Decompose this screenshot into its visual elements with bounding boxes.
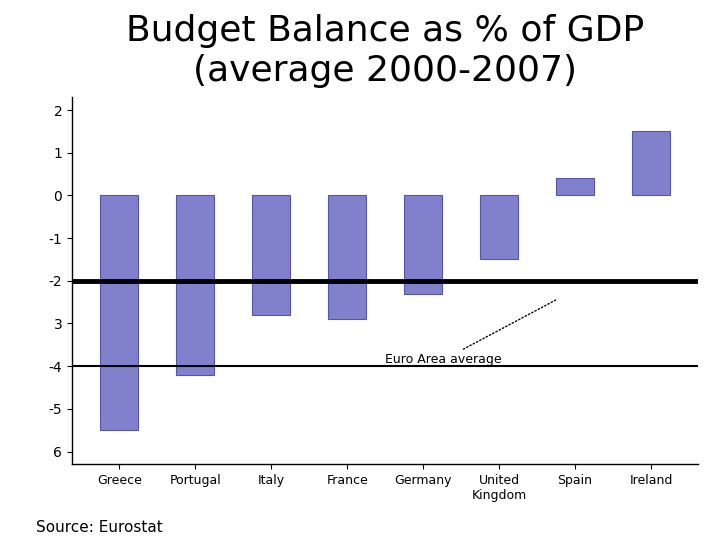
Bar	[176, 195, 215, 375]
Bar	[404, 195, 442, 294]
Bar	[101, 195, 138, 430]
Bar	[328, 195, 366, 319]
Text: Source: Eurostat: Source: Eurostat	[36, 519, 163, 535]
Bar	[632, 131, 670, 195]
Text: Euro Area average: Euro Area average	[385, 299, 557, 366]
Bar	[556, 178, 594, 195]
Bar	[252, 195, 290, 315]
Title: Budget Balance as % of GDP
(average 2000-2007): Budget Balance as % of GDP (average 2000…	[126, 14, 644, 87]
Bar	[480, 195, 518, 259]
